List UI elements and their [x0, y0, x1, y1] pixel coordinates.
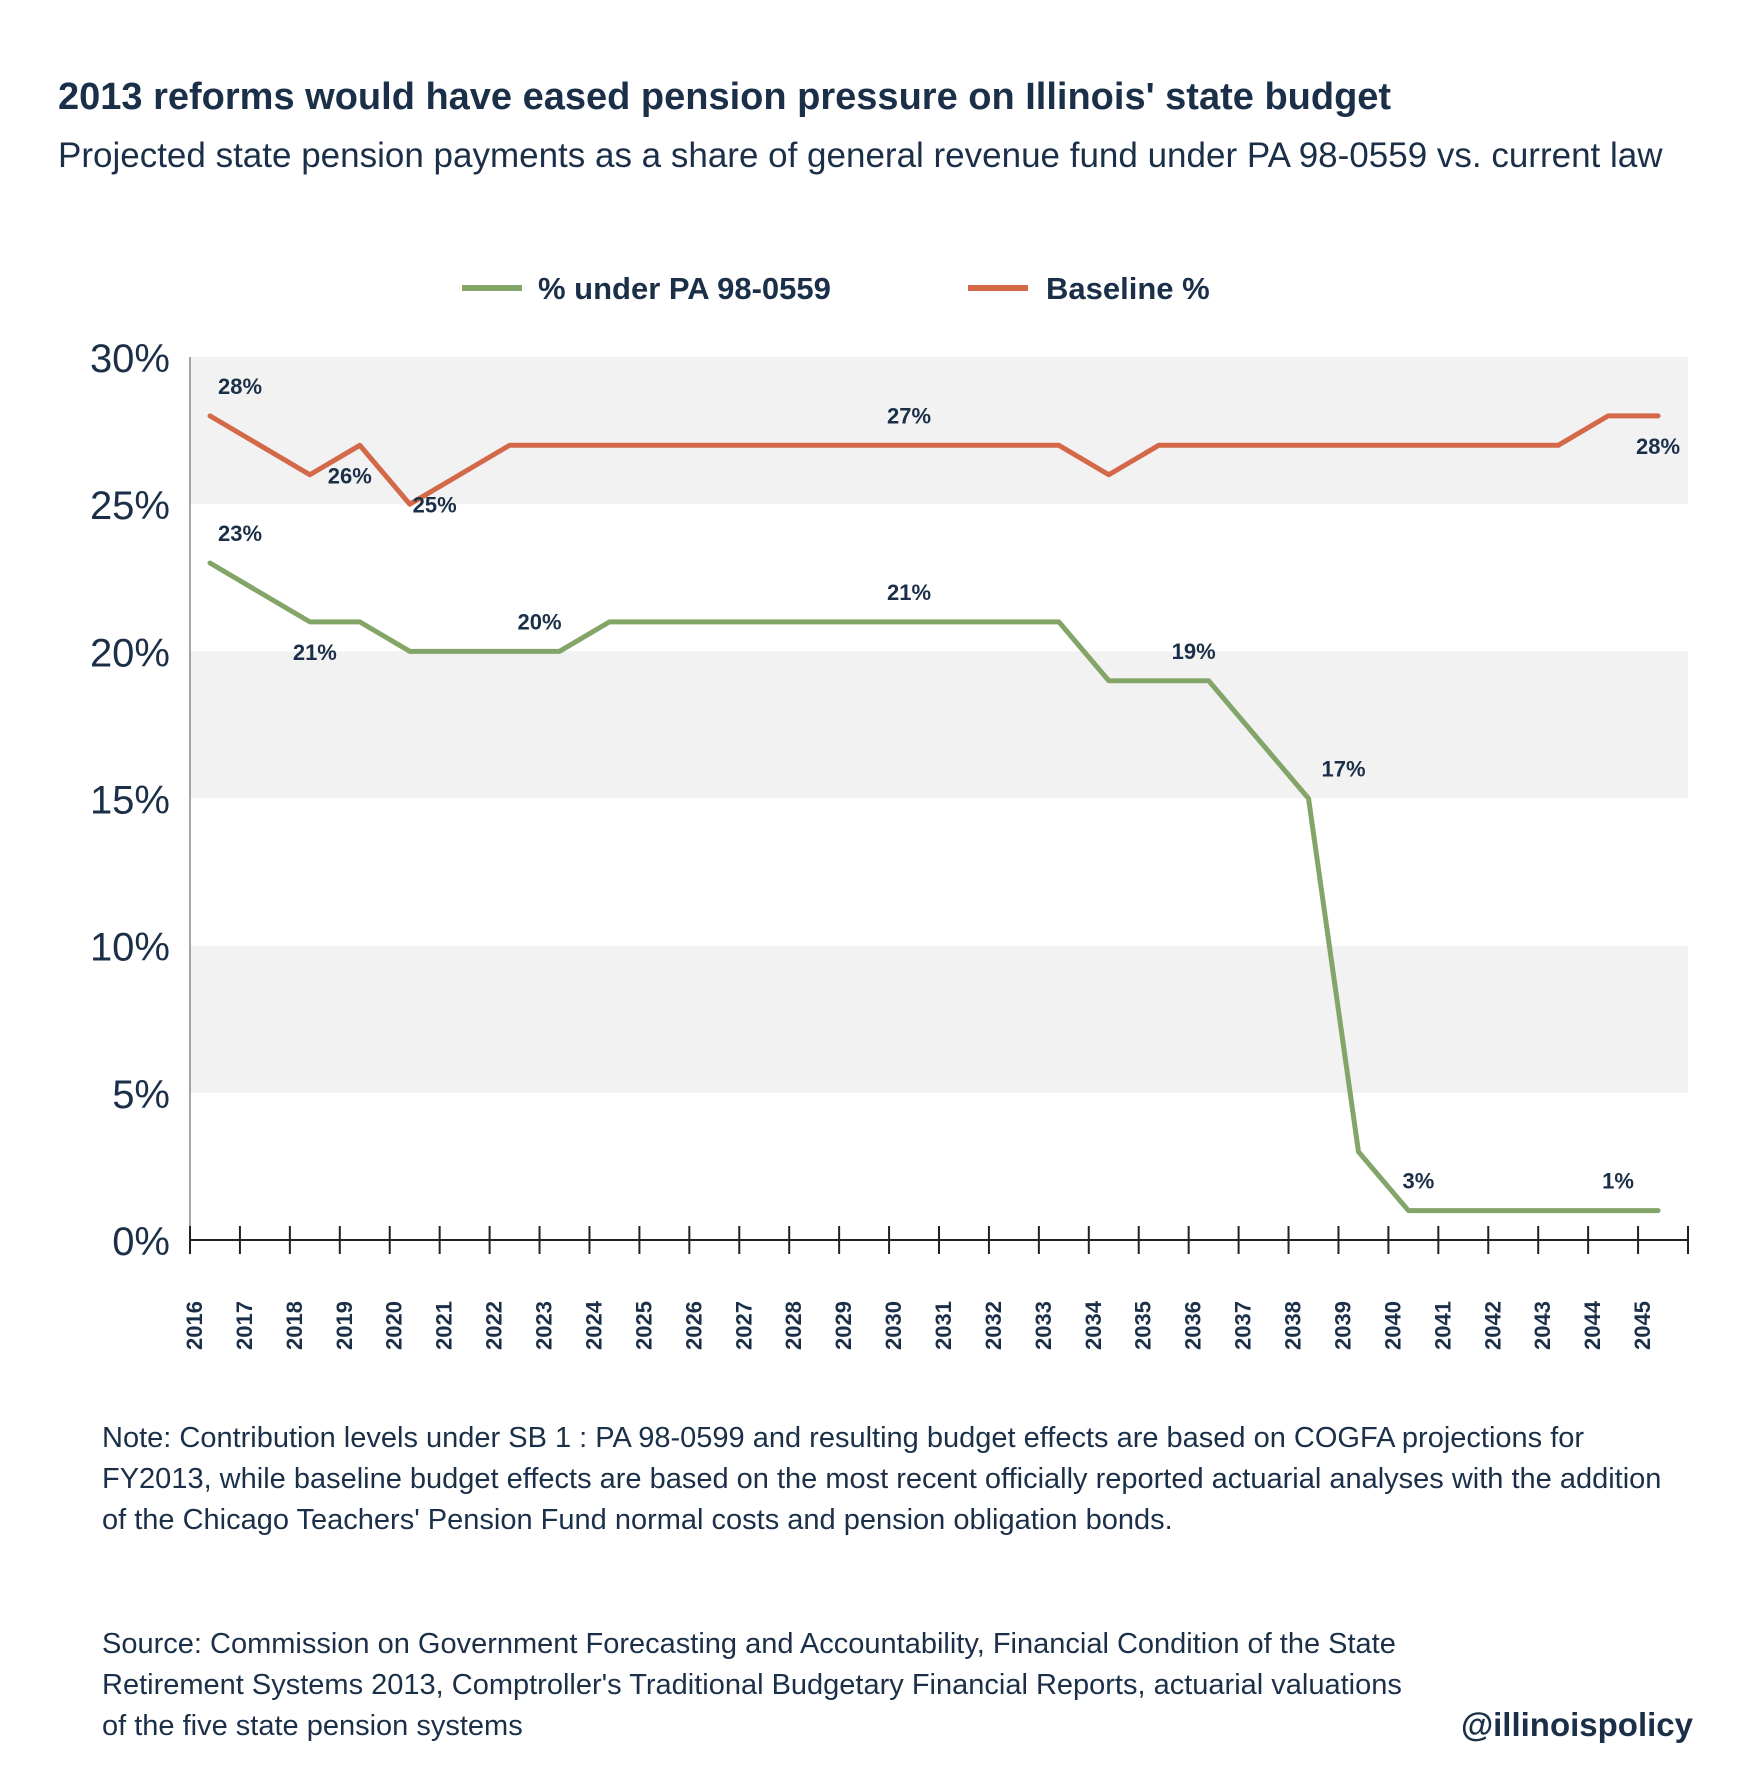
legend-label: % under PA 98-0559 — [538, 271, 831, 306]
x-tick-label: 2043 — [1530, 1301, 1555, 1350]
y-tick-label: 25% — [90, 484, 170, 528]
x-tick-label: 2035 — [1131, 1301, 1156, 1350]
data-label: 21% — [293, 640, 337, 665]
x-tick-label: 2025 — [631, 1301, 656, 1350]
x-tick-label: 2020 — [382, 1301, 407, 1350]
brand-handle: @illinoispolicy — [1460, 1706, 1693, 1743]
x-tick-label: 2045 — [1630, 1301, 1655, 1350]
x-tick-label: 2017 — [232, 1301, 257, 1350]
footer-note: Note: Contribution levels under SB 1 : P… — [102, 1422, 1662, 1536]
x-tick-label: 2037 — [1231, 1301, 1256, 1350]
data-label: 3% — [1403, 1169, 1435, 1194]
x-tick-label: 2019 — [332, 1301, 357, 1350]
x-tick-label: 2034 — [1081, 1300, 1106, 1350]
y-tick-label: 10% — [90, 926, 170, 970]
x-tick-label: 2028 — [781, 1301, 806, 1350]
series-line-0 — [207, 560, 1661, 1214]
data-label: 17% — [1322, 757, 1366, 782]
y-tick-label: 15% — [90, 779, 170, 823]
x-tick-label: 2038 — [1281, 1301, 1306, 1350]
data-label: 25% — [413, 493, 457, 518]
y-tick-label: 0% — [112, 1220, 170, 1264]
grid-band — [190, 651, 1688, 799]
x-tick-label: 2021 — [432, 1301, 457, 1350]
x-tick-label: 2027 — [731, 1301, 756, 1350]
data-label: 20% — [518, 609, 562, 634]
x-tick-label: 2018 — [282, 1301, 307, 1350]
y-tick-label: 5% — [112, 1073, 170, 1117]
data-label: 21% — [887, 580, 931, 605]
series-line-1 — [207, 413, 1661, 507]
y-tick-label: 20% — [90, 631, 170, 675]
data-label: 19% — [1172, 639, 1216, 664]
x-tick-label: 2029 — [831, 1301, 856, 1350]
x-tick-label: 2023 — [532, 1301, 557, 1350]
grid-band — [190, 357, 1688, 505]
x-tick-label: 2042 — [1480, 1301, 1505, 1350]
x-tick-label: 2032 — [981, 1301, 1006, 1350]
footer-source: Source: Commission on Government Forecas… — [102, 1628, 1402, 1742]
x-tick-label: 2040 — [1380, 1301, 1405, 1350]
legend-label: Baseline % — [1046, 271, 1210, 306]
data-label: 27% — [887, 403, 931, 428]
chart-title: 2013 reforms would have eased pension pr… — [58, 76, 1392, 118]
x-tick-label: 2030 — [881, 1301, 906, 1350]
data-label: 28% — [1636, 434, 1680, 459]
data-label: 26% — [328, 463, 372, 488]
x-tick-label: 2022 — [482, 1301, 507, 1350]
x-tick-label: 2036 — [1181, 1301, 1206, 1350]
line-chart: 0% 5% 10% 15% 20% 25% 30% 2016 2017 2018 2019 2020 2… — [90, 271, 1689, 1350]
grid-band — [190, 945, 1688, 1093]
x-tick-label: 2016 — [182, 1301, 207, 1350]
data-label: 1% — [1602, 1169, 1634, 1194]
x-tick-label: 2024 — [581, 1300, 606, 1350]
x-tick-label: 2039 — [1330, 1301, 1355, 1350]
y-tick-label: 30% — [90, 337, 170, 381]
x-tick-label: 2026 — [681, 1301, 706, 1350]
data-label: 28% — [218, 374, 262, 399]
x-tick-label: 2033 — [1031, 1301, 1056, 1350]
chart-subtitle: Projected state pension payments as a sh… — [58, 136, 1663, 175]
x-tick-label: 2044 — [1580, 1300, 1605, 1350]
x-tick-label: 2041 — [1430, 1301, 1455, 1350]
x-tick-label: 2031 — [931, 1301, 956, 1350]
data-label: 23% — [218, 521, 262, 546]
